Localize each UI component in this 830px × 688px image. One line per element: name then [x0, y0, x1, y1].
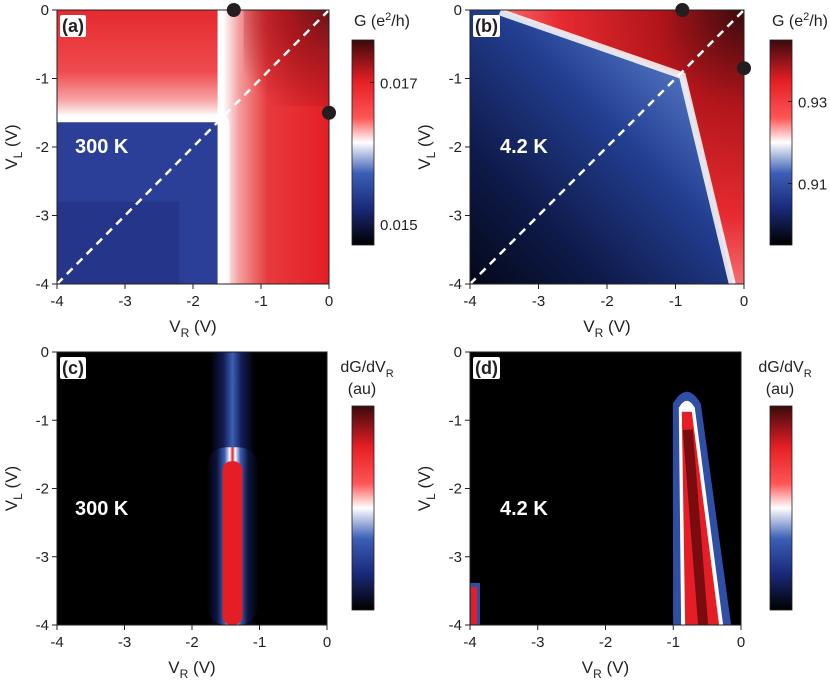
contact-marker — [322, 105, 336, 120]
derivative-peak-core — [222, 461, 243, 625]
x-axis-label: VR (V) — [169, 317, 216, 340]
x-tick-label: -1 — [669, 293, 682, 310]
heatmap-high-region — [500, 10, 744, 284]
x-tick-label: -2 — [185, 634, 198, 651]
transition-edge — [57, 114, 230, 284]
edge-feature — [471, 587, 477, 625]
y-axis-label: VL (V) — [415, 466, 438, 511]
x-tick-label: 0 — [740, 293, 748, 310]
colorbar-title: G (e2/h) — [772, 11, 828, 30]
x-tick-label: -4 — [50, 293, 63, 310]
heatmap — [57, 352, 327, 625]
colorbar-tick-label: 0.015 — [380, 217, 418, 234]
panel-1: -4 -3 -2 -1 0 0 -1 -2 -3 -4 VR (V) VL (V) (a) 300 K G … — [2, 2, 418, 340]
panel-label-background — [60, 357, 87, 379]
colorbar-title: G (e2/h) — [354, 11, 410, 30]
y-axis-label: VL (V) — [2, 124, 25, 169]
x-tick-label: -2 — [599, 634, 612, 651]
x-tick-label: 0 — [323, 634, 331, 651]
x-tick-label: -3 — [118, 634, 131, 651]
contact-marker — [737, 61, 751, 76]
x-tick-label: -4 — [463, 293, 476, 310]
y-axis-label: VL (V) — [415, 124, 438, 169]
y-tick-label: -1 — [449, 71, 462, 88]
colorbar-tick-label: 0.91 — [798, 177, 827, 194]
diagonal-line — [469, 9, 745, 285]
y-tick-label: -2 — [36, 139, 49, 156]
y-tick-label: 0 — [41, 344, 49, 361]
y-tick-label: 0 — [454, 2, 462, 19]
colorbar-unit: (au) — [766, 381, 794, 398]
x-tick-label: 0 — [737, 634, 745, 651]
y-tick-label: -1 — [449, 412, 462, 429]
panel-4: -4 -3 -2 -1 0 0 -1 -2 -3 -4 VR (V) VL (V) (d) 4.2 K dG… — [415, 344, 812, 681]
temperature-label: 300 K — [75, 136, 129, 158]
x-tick-label: -3 — [532, 293, 545, 310]
panel-label-background — [60, 15, 87, 37]
colorbar-title: dG/dVR — [340, 359, 393, 380]
heatmap-background — [57, 352, 327, 625]
panel-label: (c) — [62, 358, 84, 378]
x-tick-label: 0 — [325, 293, 333, 310]
x-tick-label: -1 — [253, 634, 266, 651]
derivative-peak-core — [682, 429, 709, 625]
y-tick-label: -2 — [449, 139, 462, 156]
y-tick-label: -2 — [449, 481, 462, 498]
panel-label: (d) — [475, 358, 498, 378]
y-tick-label: -3 — [449, 549, 462, 566]
temperature-label: 4.2 K — [500, 136, 548, 158]
contact-marker — [226, 3, 241, 17]
transition-edge — [498, 10, 736, 284]
x-tick-label: -3 — [531, 634, 544, 651]
colorbar-tick-label: 0.93 — [798, 95, 827, 112]
colorbar — [769, 405, 793, 611]
x-axis-label: VR (V) — [582, 658, 629, 681]
panel-label-background — [473, 357, 500, 379]
temperature-label: 300 K — [75, 498, 129, 520]
y-tick-label: -4 — [449, 617, 462, 634]
y-tick-label: -2 — [36, 481, 49, 498]
x-tick-label: -1 — [254, 293, 267, 310]
y-tick-label: -3 — [36, 549, 49, 566]
y-tick-label: -4 — [449, 276, 462, 293]
panel-label: (b) — [475, 16, 498, 36]
heatmap-low-shade — [57, 201, 180, 284]
x-tick-label: -1 — [667, 634, 680, 651]
y-tick-label: -3 — [36, 208, 49, 225]
y-tick-label: -4 — [36, 276, 49, 293]
x-tick-label: -3 — [118, 293, 131, 310]
y-axis-label: VL (V) — [2, 466, 25, 511]
x-axis-label: VR (V) — [583, 317, 630, 340]
contact-marker — [675, 3, 690, 17]
x-tick-label: -2 — [600, 293, 613, 310]
colorbar-title: dG/dVR — [758, 359, 811, 380]
colorbar — [769, 39, 793, 246]
panel-2: -4 -3 -2 -1 0 0 -1 -2 -3 -4 VR (V) VL (V) (b) 4.2 K G … — [415, 2, 828, 340]
y-tick-label: 0 — [454, 344, 462, 361]
y-tick-label: -4 — [36, 617, 49, 634]
y-tick-label: 0 — [41, 2, 49, 19]
x-tick-label: -4 — [50, 634, 63, 651]
panel-3: -4 -3 -2 -1 0 0 -1 -2 -3 -4 VR (V) VL (V) (c) 300 K dG… — [2, 344, 394, 681]
colorbar — [351, 39, 375, 246]
x-tick-label: -4 — [463, 634, 476, 651]
heatmap — [57, 10, 329, 284]
y-tick-label: -1 — [36, 412, 49, 429]
y-tick-label: -1 — [36, 71, 49, 88]
x-axis-label: VR (V) — [168, 658, 215, 681]
colorbar-tick-label: 0.017 — [380, 75, 418, 92]
x-tick-label: -2 — [186, 293, 199, 310]
y-tick-label: -3 — [449, 208, 462, 225]
panel-label-background — [473, 15, 500, 37]
colorbar — [351, 405, 375, 611]
panel-label: (a) — [62, 16, 84, 36]
temperature-label: 4.2 K — [500, 498, 548, 520]
colorbar-unit: (au) — [348, 381, 376, 398]
heatmap — [470, 352, 741, 625]
